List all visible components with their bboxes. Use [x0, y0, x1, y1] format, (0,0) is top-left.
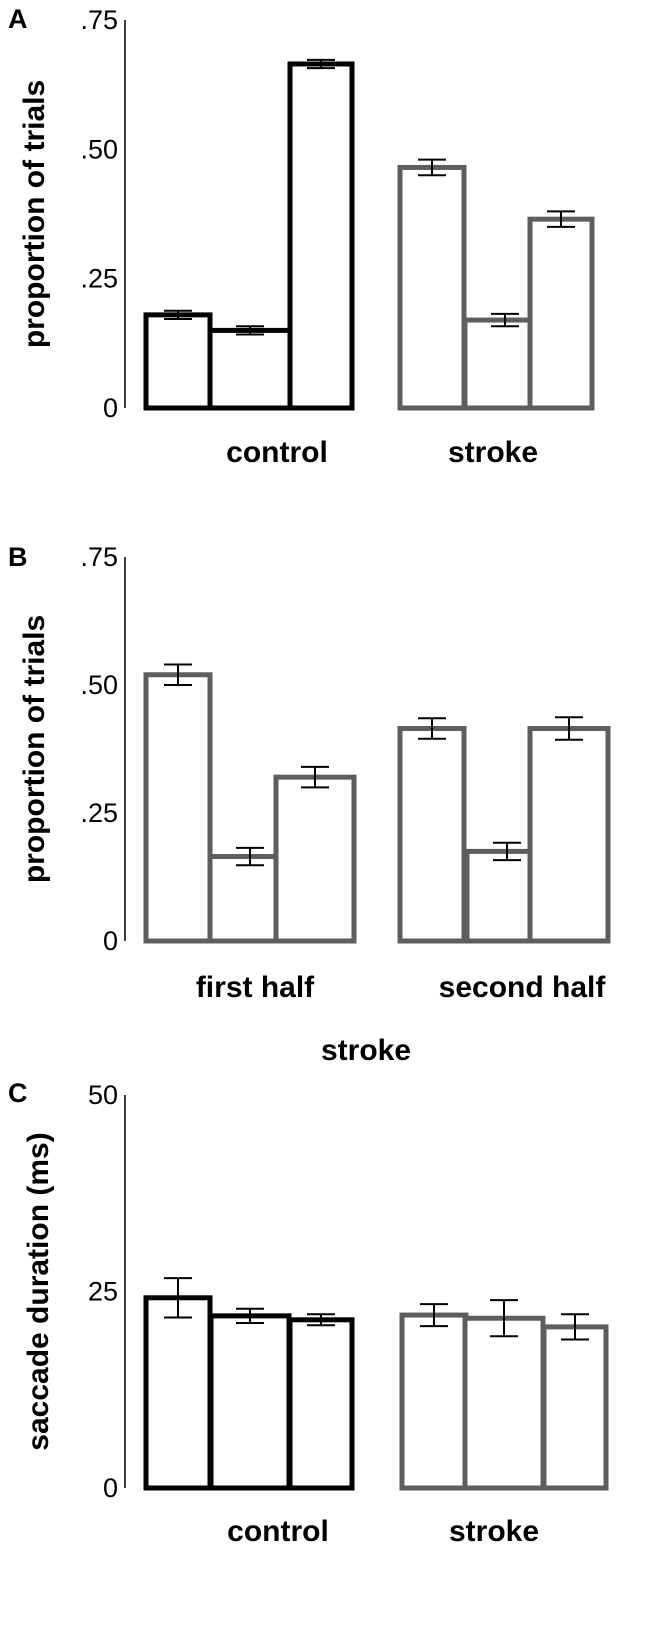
- panel-b: B 0 .25 .50 .75 proportion of trials first hal…: [8, 542, 611, 1067]
- bar-stroke-1: [399, 1312, 469, 1491]
- error-bar: [164, 663, 192, 686]
- y-tick-label: .75: [80, 542, 118, 572]
- error-bar: [420, 1303, 448, 1328]
- bar-second-half-3: [527, 726, 611, 944]
- bar-control-1: [143, 1295, 213, 1491]
- error-bar: [164, 1277, 192, 1319]
- error-bar: [555, 716, 583, 741]
- y-tick-label: 0: [103, 1473, 118, 1503]
- panel-letter: B: [8, 542, 28, 572]
- bar-stroke-3: [541, 1324, 609, 1491]
- group-label: stroke: [449, 1515, 539, 1548]
- panel-letter: C: [8, 1078, 28, 1108]
- y-tick-label: 0: [103, 393, 118, 423]
- error-bar: [307, 1313, 335, 1327]
- error-bar: [418, 717, 446, 740]
- bar-second-half-1: [397, 726, 467, 944]
- y-tick-label: .50: [80, 134, 118, 164]
- error-bar: [236, 325, 264, 336]
- error-bar: [307, 58, 335, 70]
- y-axis-label: proportion of trials: [18, 80, 51, 348]
- error-bar: [493, 841, 521, 862]
- bar-first-half-1: [143, 672, 213, 944]
- bar-control-2: [207, 327, 293, 411]
- error-bar: [490, 1299, 518, 1338]
- group-label: second half: [439, 971, 607, 1004]
- error-bar: [547, 210, 575, 228]
- bar-stroke-2: [462, 1315, 546, 1491]
- group-label: first half: [196, 971, 315, 1004]
- error-bar: [236, 846, 264, 867]
- group-label: control: [227, 1515, 329, 1548]
- error-bar: [491, 312, 519, 328]
- y-tick-label: 0: [103, 926, 118, 956]
- error-bar: [301, 765, 329, 789]
- y-tick-label: .25: [80, 264, 118, 294]
- x-axis-label: stroke: [321, 1034, 411, 1067]
- panel-letter: A: [8, 4, 28, 34]
- panel-a: A 0 .25 .50 .75 proportion of trials control st…: [8, 4, 595, 469]
- bar-control-1: [143, 312, 213, 411]
- error-bar: [164, 309, 192, 321]
- y-tick-label: .50: [80, 670, 118, 700]
- y-axis-label: proportion of trials: [18, 615, 51, 883]
- bar-control-3: [287, 1317, 355, 1491]
- y-tick-label: .75: [80, 5, 118, 35]
- error-bar: [236, 1307, 264, 1324]
- panel-c: C 0 25 50 saccade duration (ms) control stroke: [8, 1078, 609, 1548]
- bar-first-half-3: [273, 774, 357, 944]
- y-axis-label: saccade duration (ms): [22, 1132, 55, 1450]
- group-label: stroke: [448, 436, 538, 469]
- bar-control-2: [208, 1313, 292, 1491]
- bar-stroke-1: [397, 164, 467, 411]
- error-bar: [561, 1313, 589, 1341]
- bar-stroke-3: [527, 216, 595, 411]
- y-tick-label: .25: [80, 798, 118, 828]
- bar-control-3: [287, 61, 355, 411]
- y-tick-label: 50: [88, 1080, 118, 1110]
- group-label: control: [226, 436, 328, 469]
- error-bar: [418, 158, 446, 177]
- y-tick-label: 25: [88, 1277, 118, 1307]
